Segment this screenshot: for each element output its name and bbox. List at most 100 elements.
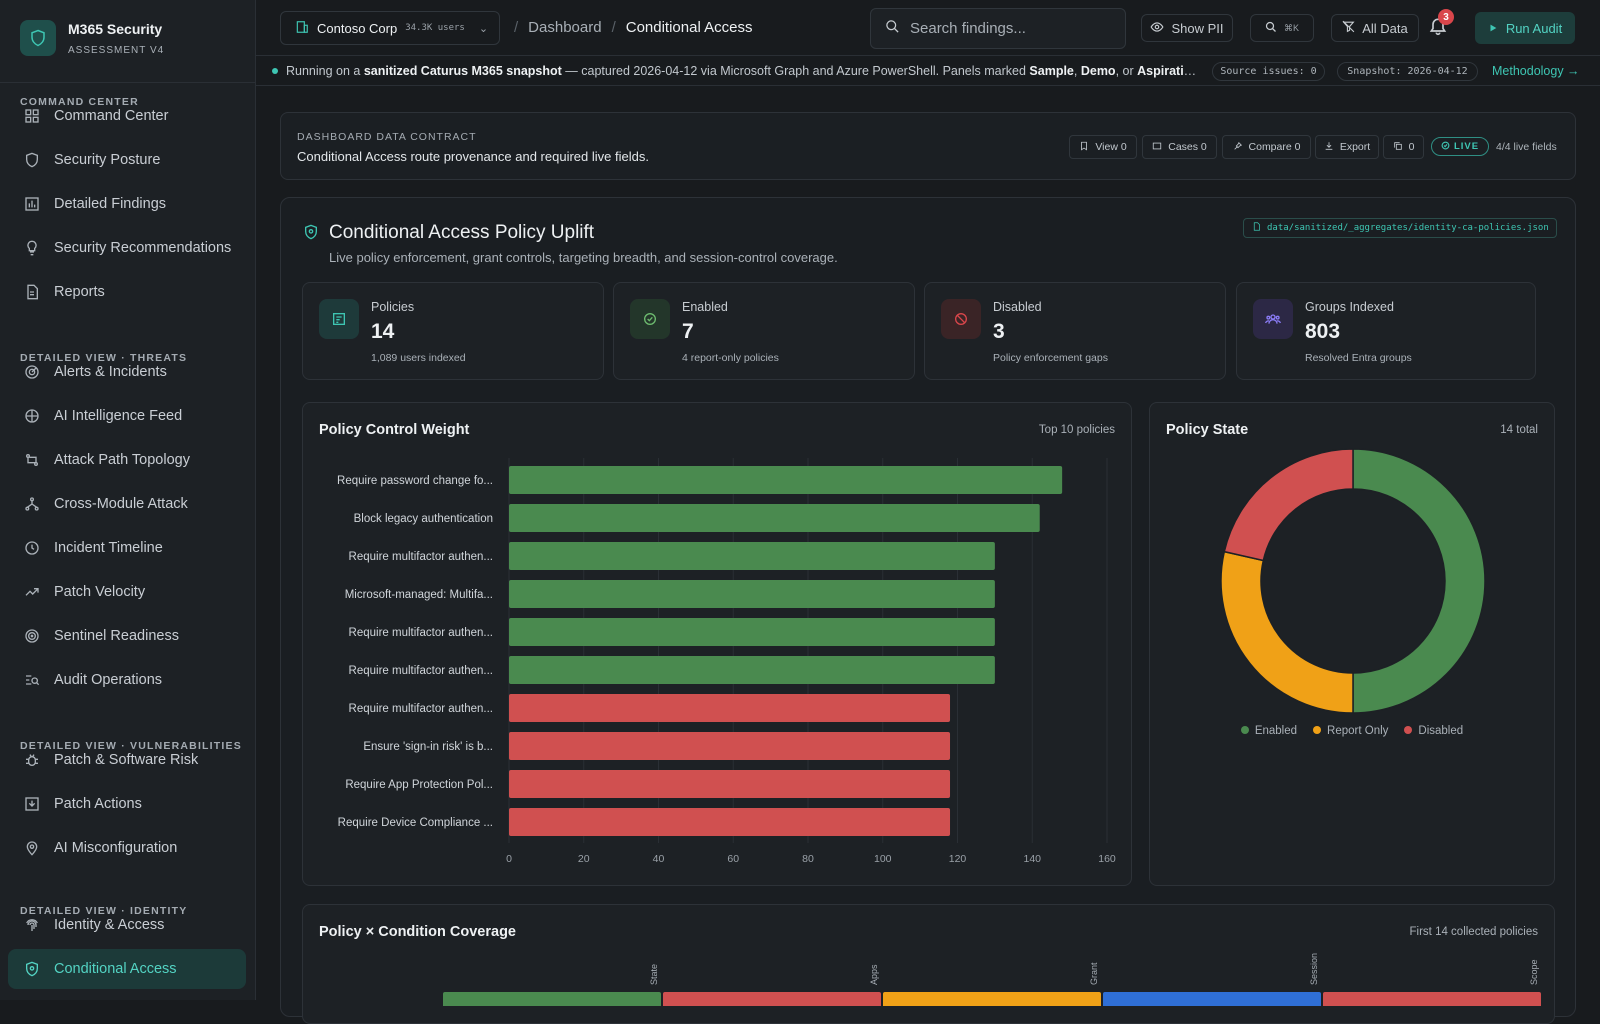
banner-prefix: Running on a — [286, 64, 364, 78]
policy-control-weight-card: Policy Control Weight Top 10 policies 0 2… — [302, 402, 1132, 886]
sidebar-item-patch-actions[interactable]: Patch Actions — [8, 784, 246, 824]
policy-state-card: Policy State 14 total Enabled Report Onl… — [1149, 402, 1555, 886]
bar[interactable] — [509, 466, 1063, 494]
chevron-down-icon: ⌄ — [478, 22, 489, 35]
fingerprint-icon — [24, 917, 40, 933]
sidebar-item-label: Incident Timeline — [54, 540, 163, 556]
bar-chart: 0 20 40 60 80 100 120 140 160 Require password ch… — [337, 458, 1116, 865]
donut-slice[interactable] — [1352, 448, 1486, 714]
bar[interactable] — [509, 694, 951, 722]
coverage-meta: First 14 collected policies — [1409, 926, 1538, 938]
sidebar-item-alerts-incidents[interactable]: Alerts & Incidents — [8, 352, 246, 392]
folder-icon — [1152, 141, 1162, 154]
copy-icon — [1393, 141, 1403, 154]
command-search-button[interactable]: ⌘K — [1250, 14, 1314, 42]
sidebar-item-conditional-access[interactable]: Conditional Access — [8, 949, 246, 989]
section-identity: DETAILED VIEW · IDENTITY — [20, 905, 188, 917]
cases-button[interactable]: Cases 0 — [1142, 135, 1217, 159]
donut-slice[interactable] — [1220, 550, 1354, 714]
filter-off-icon — [1342, 20, 1355, 36]
snapshot-date-pill: Snapshot: 2026-04-12 — [1337, 62, 1478, 81]
run-audit-button[interactable]: Run Audit — [1475, 12, 1575, 44]
coverage-col-grant: Grant — [1089, 962, 1099, 985]
contract-label: DASHBOARD DATA CONTRACT — [297, 131, 477, 143]
document-icon — [24, 284, 40, 300]
bar[interactable] — [509, 770, 951, 798]
sidebar-item-sentinel-readiness[interactable]: Sentinel Readiness — [8, 616, 246, 656]
banner-sep: , or — [1115, 64, 1138, 78]
breadcrumb-separator: / — [514, 19, 519, 36]
legend-enabled[interactable]: Enabled — [1240, 725, 1297, 737]
sidebar-item-incident-timeline[interactable]: Incident Timeline — [8, 528, 246, 568]
source-issues-pill: Source issues: 0 — [1212, 62, 1325, 81]
panel-subtitle: Live policy enforcement, grant controls,… — [329, 250, 838, 265]
copy-button[interactable]: 0 — [1383, 135, 1424, 159]
coverage-col-state: State — [649, 963, 659, 985]
clock-icon — [24, 540, 40, 556]
sidebar-item-ai-intelligence-feed[interactable]: AI Intelligence Feed — [8, 396, 246, 436]
kpi-card-enabled[interactable]: Enabled 7 4 report-only policies — [613, 282, 915, 380]
sidebar-item-security-posture[interactable]: Security Posture — [8, 140, 246, 180]
bar[interactable] — [509, 808, 951, 836]
sidebar-item-identity-access[interactable]: Identity & Access — [8, 905, 246, 945]
sidebar-item-patch-software-risk[interactable]: Patch & Software Risk — [8, 740, 246, 780]
banner-tag-aspirational: Aspiratio... — [1137, 64, 1200, 78]
bar[interactable] — [509, 580, 995, 608]
download-icon — [1324, 141, 1334, 154]
download-box-icon — [24, 796, 40, 812]
breadcrumb: / Dashboard / Conditional Access — [514, 19, 752, 36]
route-icon — [24, 452, 40, 468]
sidebar-item-reports[interactable]: Reports — [8, 272, 246, 312]
snapshot-banner: Running on a sanitized Caturus M365 snap… — [256, 56, 1600, 86]
bar[interactable] — [509, 504, 1040, 532]
kpi-subtext: 1,089 users indexed — [371, 352, 466, 364]
kpi-card-policies[interactable]: Policies 14 1,089 users indexed — [302, 282, 604, 380]
brand[interactable]: M365 Security ASSESSMENT V4 — [20, 20, 164, 56]
bar[interactable] — [509, 732, 951, 760]
tenant-selector[interactable]: Contoso Corp 34.3K users ⌄ — [280, 11, 500, 45]
sidebar-item-detailed-findings[interactable]: Detailed Findings — [8, 184, 246, 224]
trend-up-icon — [24, 584, 40, 600]
sidebar-item-attack-path-topology[interactable]: Attack Path Topology — [8, 440, 246, 480]
x-tick-label: 60 — [727, 853, 739, 865]
bar[interactable] — [509, 542, 995, 570]
show-pii-button[interactable]: Show PII — [1141, 14, 1233, 42]
legend-label: Disabled — [1418, 725, 1464, 737]
methodology-link[interactable]: Methodology → — [1492, 64, 1580, 78]
search-input[interactable]: Search findings... — [870, 8, 1126, 49]
coverage-card: Policy × Condition Coverage First 14 col… — [302, 904, 1555, 1024]
sidebar-item-command-center[interactable]: Command Center — [8, 96, 246, 136]
breadcrumb-dashboard[interactable]: Dashboard — [528, 19, 602, 36]
play-icon — [1488, 21, 1498, 36]
legend-dot — [1313, 726, 1322, 734]
legend-disabled[interactable]: Disabled — [1404, 725, 1463, 737]
legend-report-only[interactable]: Report Only — [1313, 725, 1388, 737]
shield-logo-icon — [20, 20, 56, 56]
compare-button[interactable]: Compare 0 — [1222, 135, 1311, 159]
x-tick-label: 40 — [653, 853, 665, 865]
kpi-card-disabled[interactable]: Disabled 3 Policy enforcement gaps — [924, 282, 1226, 380]
pin-icon — [1233, 141, 1243, 154]
view-button[interactable]: View 0 — [1069, 135, 1137, 159]
search-list-icon — [24, 672, 40, 688]
lightbulb-icon — [24, 240, 40, 256]
sidebar-item-patch-velocity[interactable]: Patch Velocity — [8, 572, 246, 612]
coverage-col-session: Session — [1309, 952, 1319, 985]
topbar: Contoso Corp 34.3K users ⌄ / Dashboard /… — [256, 0, 1600, 56]
tenant-user-count: 34.3K users — [405, 23, 465, 33]
sidebar-item-cross-module-attack[interactable]: Cross-Module Attack — [8, 484, 246, 524]
all-data-filter-button[interactable]: All Data — [1331, 14, 1419, 42]
bar[interactable] — [509, 656, 995, 684]
eye-icon — [1150, 20, 1164, 37]
kpi-subtext: Resolved Entra groups — [1305, 352, 1412, 364]
kpi-card-groups-indexed[interactable]: Groups Indexed 803 Resolved Entra groups — [1236, 282, 1536, 380]
y-category-label: Require multifactor authen... — [349, 627, 493, 639]
sidebar-item-audit-operations[interactable]: Audit Operations — [8, 660, 246, 700]
sidebar-item-ai-misconfiguration[interactable]: AI Misconfiguration — [8, 828, 246, 868]
sidebar-item-label: Security Recommendations — [54, 240, 232, 256]
source-file-badge[interactable]: data/sanitized/_aggregates/identity-ca-p… — [1243, 218, 1557, 238]
bar[interactable] — [509, 618, 995, 646]
donut-slice[interactable] — [1223, 448, 1354, 562]
sidebar-item-security-recommendations[interactable]: Security Recommendations — [8, 228, 246, 268]
export-button[interactable]: Export — [1315, 135, 1379, 159]
